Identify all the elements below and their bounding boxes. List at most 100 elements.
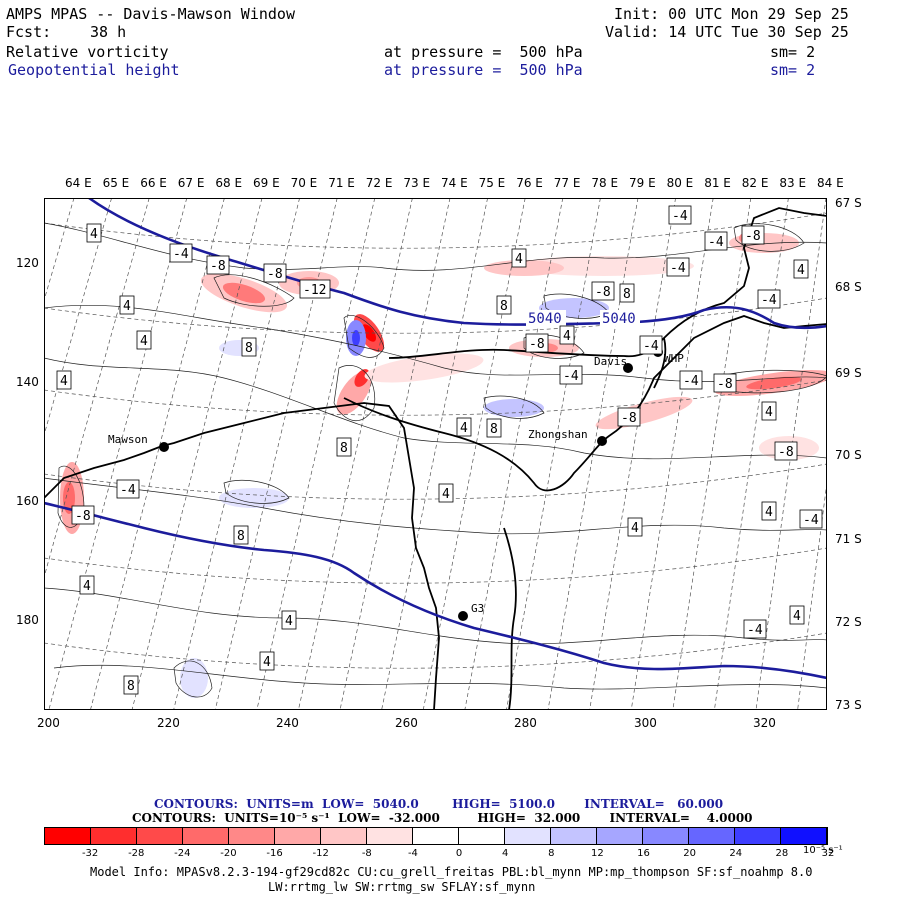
field1-level: at pressure = 500 hPa [384,43,583,61]
meridian-line [589,198,676,710]
model-info-line2: LW:rrtmg_lw SW:rrtmg_sw SFLAY:sf_mynn [268,880,536,894]
colorbar-tick-label: 24 [729,848,743,859]
forecast-hour: 38 h [90,23,127,41]
vorticity-label: -8 [717,377,733,392]
vorticity-label: -4 [708,235,724,250]
vorticity-label-box [56,370,72,390]
grid-x-label: 260 [395,716,418,730]
vorticity-label-box [743,619,767,639]
meridian-line [630,198,714,710]
vorticity-label: -8 [210,259,226,274]
vorticity-label-box [619,283,635,303]
meridian-line [339,198,451,710]
meridian-line [298,198,413,710]
vorticity-label: -8 [529,337,545,352]
colorbar-swatch [551,828,597,844]
vorticity-label: -8 [621,411,637,426]
vorticity-label-box [299,279,331,299]
vorticity-label-box [525,333,549,353]
vorticity-contour-info: CONTOURS: UNITS=10⁻⁵ s⁻¹ LOW= -32.000 HI… [132,811,753,825]
colorbar-tick-label: 8 [548,848,555,859]
vorticity-label-box [789,605,805,625]
colorbar-tick-label: -20 [220,848,237,859]
vorticity-label: -4 [563,369,579,384]
colorbar-tick-label: -24 [174,848,191,859]
colorbar-swatch [505,828,551,844]
vorticity-label-box [559,365,583,385]
vorticity-label-box [761,501,777,521]
longitude-label: 72 E [365,176,393,190]
colorbar-swatch [597,828,643,844]
vorticity-label: 4 [285,614,293,629]
init-time: Init: 00 UTC Mon 29 Sep 25 [614,5,849,23]
vorticity-label: 4 [765,405,773,420]
grid-y-label: 160 [16,494,39,508]
colorbar-tick-label: -4 [407,848,418,859]
vorticity-label: 8 [490,422,498,437]
height-contour-info: CONTOURS: UNITS=m LOW= 5040.0 HIGH= 5100… [154,797,724,811]
latlon-grid [44,198,827,710]
vorticity-label: 4 [631,521,639,536]
meridian-line [381,198,488,710]
vorticity-label-box [741,225,765,245]
grid-x-label: 220 [157,716,180,730]
vorticity-label-box [206,255,230,275]
vorticity-label: 4 [515,252,523,267]
vorticity-label-box [336,437,352,457]
latitude-label: 73 S [835,698,862,712]
vorticity-label: 4 [563,329,571,344]
meridian-line [173,198,300,710]
valid-time: Valid: 14 UTC Tue 30 Sep 25 [605,23,849,41]
vorticity-label: 8 [340,441,348,456]
vorticity-label: -4 [120,483,136,498]
field2-smoothing: sm= 2 [770,61,816,79]
vorticity-label: 8 [237,529,245,544]
longitude-label: 81 E [704,176,731,190]
station-label-whp: WHP [664,352,684,365]
colorbar-units: 10⁻⁵ s⁻¹ [803,845,843,856]
vorticity-label-box [241,337,257,357]
latitude-label: 71 S [835,532,862,546]
longitude-label: 64 E [65,176,92,190]
vorticity-label-box [761,401,777,421]
field2-name: Geopotential height [8,61,180,79]
colorbar-swatch [413,828,459,844]
vorticity-label-box [233,525,249,545]
latitude-label: 70 S [835,448,862,462]
vorticity-label-box [757,289,781,309]
meridian-line [90,198,225,710]
vorticity-label: -8 [778,445,794,460]
longitude-label: 74 E [441,176,468,190]
vorticity-label: -4 [747,623,763,638]
latitude-label: 68 S [835,280,862,294]
height-label-left: 5040 [528,311,562,327]
vorticity-label: 8 [623,287,631,302]
vorticity-label: -8 [267,267,283,282]
meridian-line [714,198,789,710]
station-zhongshan [597,436,607,446]
meridian-line [464,198,564,710]
vorticity-label-box [713,373,737,393]
vorticity-label: -4 [672,209,688,224]
vorticity-label-box [627,517,643,537]
vorticity-label: -8 [745,229,761,244]
colorbar-swatch [643,828,689,844]
vorticity-label: 4 [90,227,98,242]
vorticity-label: 8 [127,679,135,694]
grid-x-label: 280 [514,716,537,730]
longitude-label: 80 E [666,176,694,190]
vorticity-label-box [169,243,193,263]
vorticity-label-box [281,610,297,630]
parallel-line [44,547,827,584]
colorbar [44,827,828,845]
vorticity-label: 4 [263,655,271,670]
vorticity-label-box [679,370,703,390]
parallel-line [44,463,827,500]
vorticity-label: 4 [797,263,805,278]
vorticity-label: 8 [245,341,253,356]
colorbar-swatch [229,828,275,844]
station-g3 [458,611,468,621]
vorticity-label: 4 [140,334,148,349]
vorticity-label-box [617,407,641,427]
vorticity-label: 4 [765,505,773,520]
